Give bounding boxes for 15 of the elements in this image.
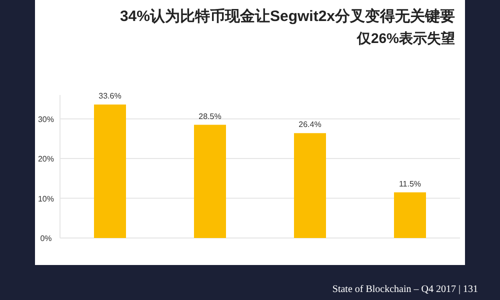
chart-title: 34%认为比特币现金让Segwit2x分叉变得无关键要 xyxy=(120,7,455,25)
data-label: 28.5% xyxy=(198,112,222,121)
data-label: 26.4% xyxy=(298,120,322,130)
bar xyxy=(194,124,226,238)
y-tick-label: 20% xyxy=(38,154,54,164)
data-label: 11.5% xyxy=(398,179,422,188)
data-label: 33.6% xyxy=(98,92,122,101)
y-tick-label: 10% xyxy=(38,194,54,204)
text: State of Blockchain – Q4 2017 | 131 xyxy=(332,284,478,295)
y-tick-label: 0% xyxy=(40,234,52,243)
bar xyxy=(394,192,426,238)
y-tick-label: 30% xyxy=(38,114,54,124)
bar xyxy=(294,133,326,238)
bar xyxy=(94,104,126,238)
chart-subtitle: 仅26%表示失望 xyxy=(356,30,455,46)
